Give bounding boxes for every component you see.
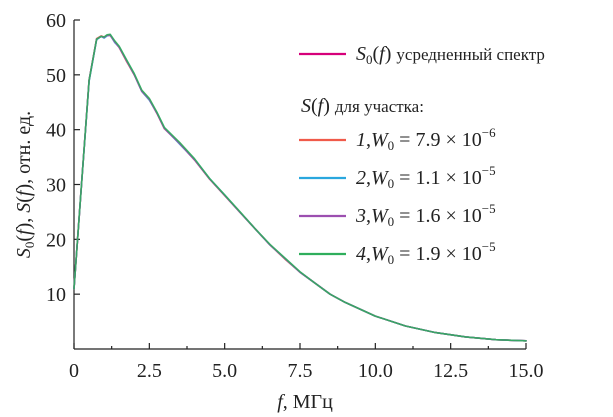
- series-lines: [73, 33, 527, 342]
- y-tick-label: 30: [46, 175, 66, 197]
- legend-label-4: 4,W0 = 1.9 × 10−5: [356, 239, 496, 267]
- legend-group-title: S(f) для участка:: [301, 95, 424, 117]
- axis-ticks: 0 2.5 5.0 7.5 10.0 12.5 15.0 10 20 30 40 50 60: [46, 10, 544, 382]
- axis-titles: f, МГц S0(f), S(f), отн. ед.: [13, 111, 333, 413]
- legend: S0(f) усредненный спектр S(f) для участка…: [299, 43, 545, 267]
- x-tick-label: 15.0: [509, 360, 544, 382]
- y-tick-label: 20: [46, 229, 66, 251]
- x-tick-label: 12.5: [433, 360, 468, 382]
- x-tick-label: 0: [69, 360, 79, 382]
- x-tick-label: 5.0: [212, 360, 237, 382]
- series-line-4: [73, 33, 527, 342]
- x-tick-label: 7.5: [288, 360, 313, 382]
- x-tick-label: 2.5: [137, 360, 162, 382]
- legend-label-1: 1,W0 = 7.9 × 10−6: [356, 125, 496, 153]
- y-tick-label: 10: [46, 284, 66, 306]
- y-tick-label: 40: [46, 120, 66, 142]
- y-tick-label: 50: [46, 65, 66, 87]
- legend-label-main: S0(f) усредненный спектр: [356, 43, 545, 67]
- legend-label-3: 3,W0 = 1.6 × 10−5: [355, 201, 496, 229]
- x-axis-title: f, МГц: [277, 391, 333, 413]
- y-axis-title: S0(f), S(f), отн. ед.: [13, 111, 37, 258]
- y-tick-label: 60: [46, 10, 66, 32]
- legend-label-2: 2,W0 = 1.1 × 10−5: [356, 163, 496, 191]
- x-tick-label: 10.0: [358, 360, 393, 382]
